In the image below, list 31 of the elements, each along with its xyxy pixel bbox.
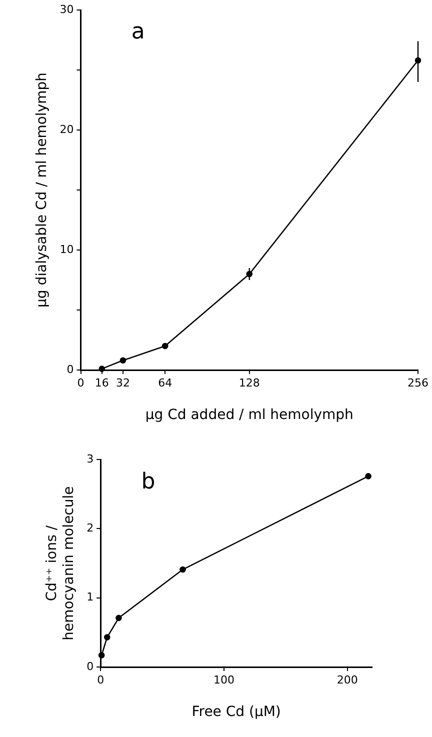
y-tick-label: 0 <box>66 362 74 376</box>
y-tick-label: 0 <box>86 660 94 673</box>
x-tick-label: 0 <box>77 376 84 390</box>
x-tick-label: 64 <box>158 376 172 390</box>
y-tick-label: 20 <box>60 122 74 136</box>
point <box>162 342 168 350</box>
x-tick-label: 0 <box>97 673 104 686</box>
y-tick-label: 2 <box>86 522 94 535</box>
text: a <box>131 20 145 45</box>
text: b <box>141 469 156 494</box>
y-tick-label: 1 <box>86 590 94 604</box>
point <box>104 634 110 640</box>
x-tick-label: 200 <box>336 673 358 686</box>
point <box>180 566 186 573</box>
point <box>98 366 106 372</box>
x-axis-title: µg Cd added / ml hemolymph <box>145 407 354 424</box>
x-tick-label: 16 <box>94 376 109 390</box>
x-tick-label: 32 <box>116 376 130 390</box>
x-tick-label: 256 <box>408 376 428 390</box>
y-axis-title: µg dialysable Cd / ml hemolymph <box>34 72 50 308</box>
y-tick-label: 10 <box>60 242 74 256</box>
y-axis-title: Cd⁺⁺ ions / hemocyanin molecule <box>44 486 77 640</box>
point <box>98 652 105 658</box>
y-tick-label: 3 <box>86 452 94 466</box>
x-tick-label: 100 <box>213 673 234 686</box>
point <box>116 614 122 622</box>
point <box>120 357 126 364</box>
point <box>365 473 372 480</box>
x-axis-title: Free Cd (µM) <box>192 704 281 720</box>
x-tick-label: 128 <box>238 376 260 390</box>
y-tick-label: 30 <box>60 2 74 16</box>
